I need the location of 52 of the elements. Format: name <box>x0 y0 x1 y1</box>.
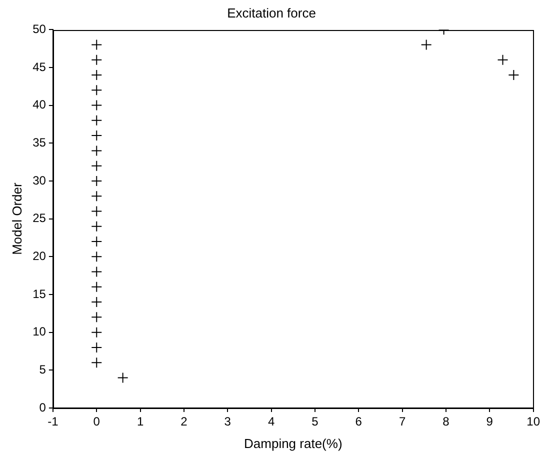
y-tick-label: 45 <box>32 60 46 74</box>
x-tick-label: 10 <box>526 414 540 429</box>
y-tick-label: 5 <box>39 362 46 376</box>
point <box>91 84 102 96</box>
y-tick-label: 10 <box>32 324 46 339</box>
point <box>91 114 102 126</box>
y-tick-label: 35 <box>32 135 46 150</box>
y-tick-label: 40 <box>32 98 46 112</box>
y-tick-label: 30 <box>32 173 46 188</box>
x-tick-label: 2 <box>180 414 188 429</box>
point <box>91 326 102 338</box>
point <box>91 312 102 323</box>
point <box>91 236 102 248</box>
point <box>508 70 520 81</box>
x-tick-label: 0 <box>93 414 100 429</box>
x-tick-label: 5 <box>312 414 319 429</box>
x-tick-label: 3 <box>224 414 232 429</box>
point <box>497 54 508 66</box>
y-tick-label: 50 <box>32 22 46 36</box>
point <box>91 190 102 202</box>
point <box>91 296 102 308</box>
point <box>91 220 102 232</box>
point <box>91 160 102 172</box>
point <box>91 342 102 353</box>
x-tick-label: 9 <box>486 414 494 429</box>
x-tick-label: -1 <box>48 414 59 429</box>
x-tick-label: 6 <box>355 414 362 429</box>
y-tick-label: 25 <box>32 211 46 226</box>
chart-title: Excitation force <box>227 5 316 20</box>
point <box>91 54 102 66</box>
point <box>91 357 102 368</box>
y-tick-label: 15 <box>32 286 46 301</box>
point <box>91 281 102 292</box>
x-tick-label: 8 <box>442 414 450 429</box>
point <box>117 372 128 384</box>
point <box>91 206 102 217</box>
x-axis-title: Damping rate(%) <box>244 436 342 451</box>
point <box>420 39 432 50</box>
point <box>91 145 102 156</box>
point <box>91 266 102 278</box>
point <box>91 70 102 81</box>
x-tick-label: 7 <box>398 414 406 429</box>
point <box>91 175 102 186</box>
point <box>91 39 102 50</box>
point <box>91 251 102 262</box>
point <box>91 100 102 111</box>
y-tick-label: 20 <box>32 248 46 263</box>
x-tick-label: 4 <box>268 414 275 429</box>
y-tick-label: 0 <box>39 400 46 414</box>
x-tick-label: 1 <box>136 414 144 429</box>
y-axis-title: Model Order <box>9 182 24 255</box>
point <box>91 130 102 142</box>
